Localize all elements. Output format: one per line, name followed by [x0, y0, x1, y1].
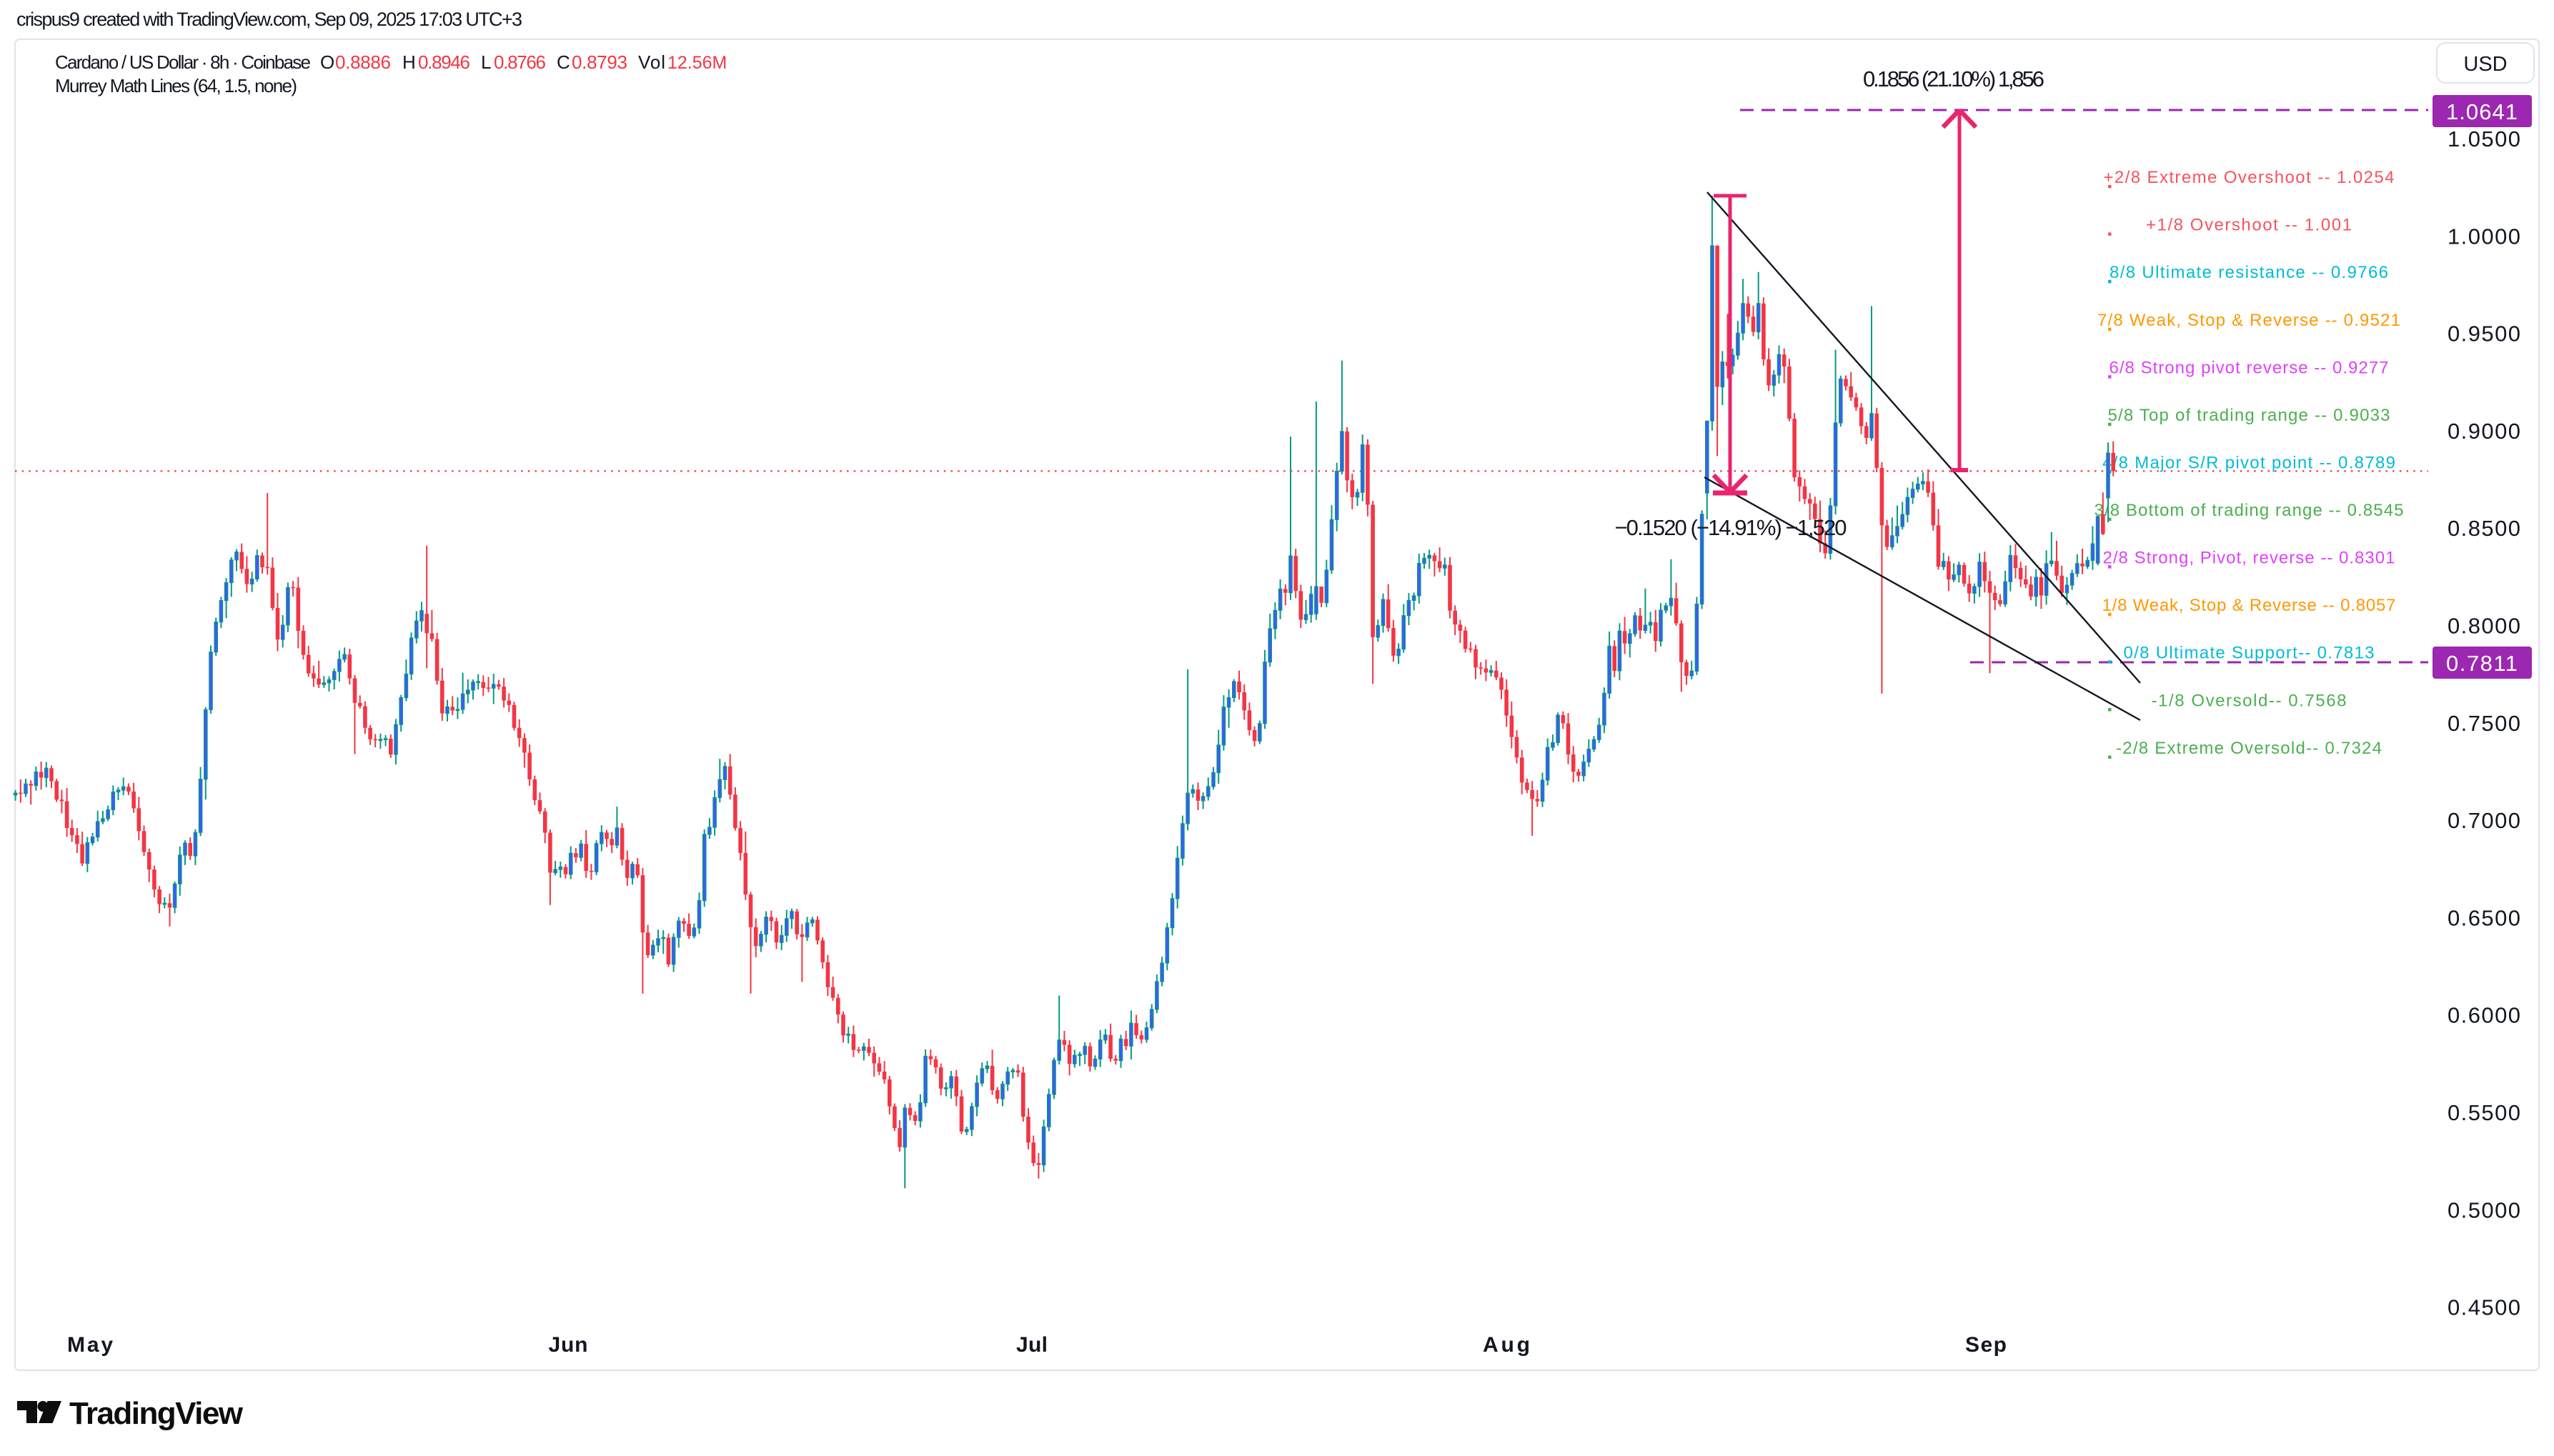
svg-text:0.9500: 0.9500 — [2448, 321, 2520, 346]
svg-text:Cardano / US Dollar · 8h · Coi: Cardano / US Dollar · 8h · Coinbase — [55, 51, 311, 73]
svg-text:3/8 Bottom of trading range --: 3/8 Bottom of trading range -- 0.8545 — [2095, 501, 2404, 520]
svg-text:1.0500: 1.0500 — [2448, 126, 2520, 151]
svg-text:0.8766: 0.8766 — [494, 51, 546, 73]
svg-text:-1/8 Oversold-- 0.7568: -1/8 Oversold-- 0.7568 — [2152, 691, 2347, 710]
svg-text:1.0000: 1.0000 — [2448, 224, 2520, 249]
svg-text:Jun: Jun — [549, 1333, 588, 1357]
svg-text:+2/8 Extreme Overshoot -- 1.0: +2/8 Extreme Overshoot -- 1.0254 — [2104, 168, 2395, 187]
svg-text:0.7500: 0.7500 — [2448, 711, 2520, 736]
svg-text:1/8 Weak, Stop & Reverse -- 0: 1/8 Weak, Stop & Reverse -- 0.8057 — [2102, 596, 2396, 615]
svg-text:0.8793: 0.8793 — [572, 51, 627, 73]
svg-text:Sep: Sep — [1965, 1333, 2007, 1357]
svg-text:0.5500: 0.5500 — [2448, 1100, 2520, 1125]
svg-text:Murrey Math Lines (64, 1.5, no: Murrey Math Lines (64, 1.5, none) — [55, 75, 297, 96]
svg-text:1.0641: 1.0641 — [2446, 99, 2518, 124]
svg-text:0.8000: 0.8000 — [2448, 614, 2520, 639]
svg-text:C: C — [557, 51, 570, 73]
svg-text:Vol: Vol — [638, 51, 665, 73]
svg-text:Jul: Jul — [1016, 1333, 1048, 1357]
svg-text:6/8 Strong pivot reverse -- 0: 6/8 Strong pivot reverse -- 0.9277 — [2110, 358, 2389, 377]
svg-text:0.6000: 0.6000 — [2448, 1003, 2520, 1028]
svg-text:2/8 Strong, Pivot, reverse --: 2/8 Strong, Pivot, reverse -- 0.8301 — [2103, 548, 2395, 567]
svg-text:0.5000: 0.5000 — [2448, 1197, 2520, 1222]
svg-text:0/8 Ultimate Support-- 0.7813: 0/8 Ultimate Support-- 0.7813 — [2124, 644, 2375, 663]
svg-text:0.9000: 0.9000 — [2448, 419, 2520, 444]
svg-text:0.7000: 0.7000 — [2448, 808, 2520, 833]
svg-text:12.56M: 12.56M — [667, 53, 727, 73]
svg-text:USD: USD — [2463, 53, 2507, 76]
svg-text:O: O — [320, 51, 334, 73]
svg-text:-2/8 Extreme Oversold-- 0.732: -2/8 Extreme Oversold-- 0.7324 — [2116, 739, 2382, 758]
svg-text:0.8886: 0.8886 — [335, 51, 391, 73]
svg-text:May: May — [67, 1333, 113, 1357]
svg-text:Aug: Aug — [1483, 1333, 1530, 1357]
svg-text:0.8946: 0.8946 — [418, 51, 470, 73]
svg-text:0.6500: 0.6500 — [2448, 905, 2520, 930]
svg-text:TradingView: TradingView — [69, 1396, 244, 1431]
svg-text:H: H — [402, 51, 416, 73]
svg-text:L: L — [481, 51, 491, 73]
svg-text:crispus9 created with TradingV: crispus9 created with TradingView.com, S… — [16, 9, 522, 30]
svg-text:−0.1520 (−14.91%) −1,520: −0.1520 (−14.91%) −1,520 — [1615, 515, 1847, 540]
svg-text:0.1856 (21.10%) 1,856: 0.1856 (21.10%) 1,856 — [1863, 66, 2044, 91]
svg-text:+1/8 Overshoot -- 1.001: +1/8 Overshoot -- 1.001 — [2146, 216, 2352, 235]
svg-text:0.4500: 0.4500 — [2448, 1295, 2520, 1320]
svg-text:0.7811: 0.7811 — [2446, 651, 2518, 676]
svg-text:0.8500: 0.8500 — [2448, 516, 2520, 541]
svg-text:5/8 Top of trading range -- 0: 5/8 Top of trading range -- 0.9033 — [2108, 406, 2390, 425]
